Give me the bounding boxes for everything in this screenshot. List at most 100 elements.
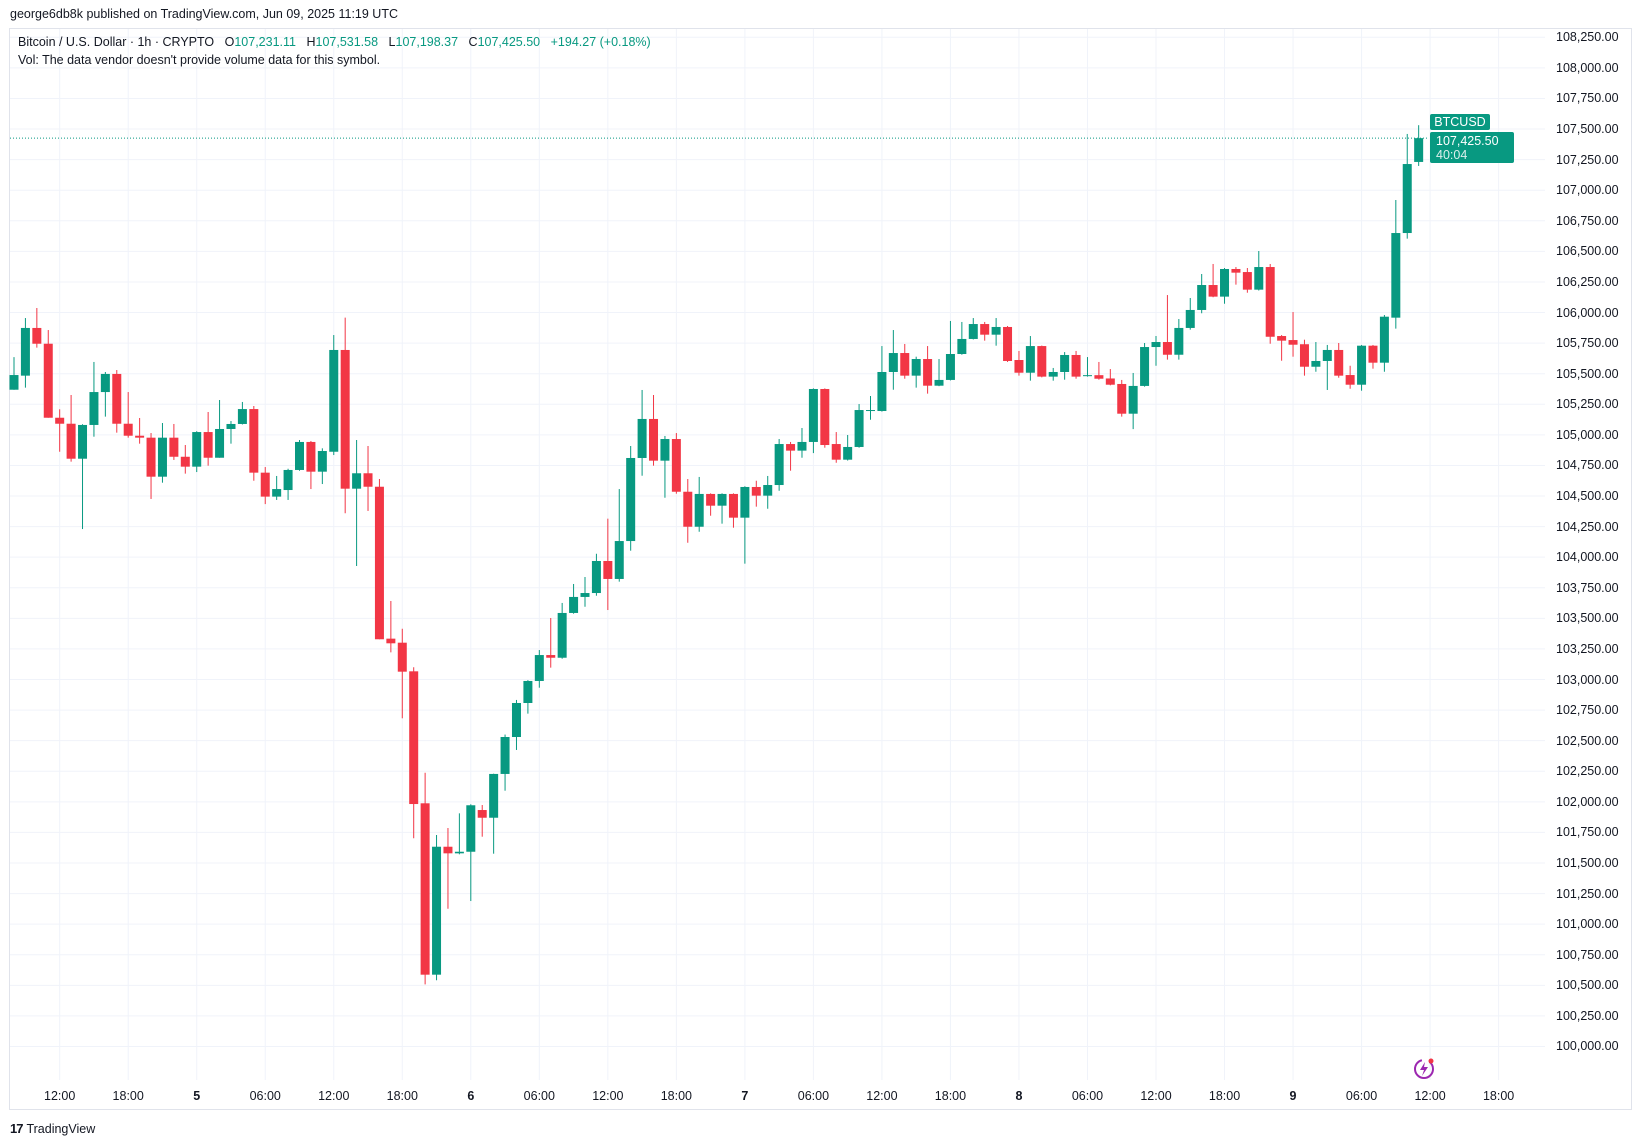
candle[interactable] — [911, 356, 921, 388]
candle[interactable] — [443, 828, 453, 909]
candle[interactable] — [192, 431, 202, 473]
candle[interactable] — [397, 628, 407, 719]
candle[interactable] — [683, 479, 693, 543]
candle[interactable] — [991, 318, 1001, 346]
symbol-title[interactable]: Bitcoin / U.S. Dollar · 1h · CRYPTO — [18, 35, 215, 49]
candle[interactable] — [1299, 339, 1309, 376]
candle[interactable] — [797, 428, 807, 458]
candle[interactable] — [386, 600, 396, 653]
candle[interactable] — [614, 489, 624, 582]
candle[interactable] — [831, 432, 841, 463]
candle[interactable] — [317, 448, 327, 485]
candle[interactable] — [78, 424, 88, 530]
candle[interactable] — [215, 400, 225, 458]
candle[interactable] — [843, 434, 853, 461]
candle[interactable] — [466, 804, 476, 902]
candle[interactable] — [569, 583, 579, 614]
candle[interactable] — [1105, 369, 1115, 386]
candle[interactable] — [272, 475, 282, 500]
candle[interactable] — [1060, 352, 1070, 380]
candle[interactable] — [1265, 263, 1275, 344]
candle[interactable] — [1208, 263, 1218, 298]
candle[interactable] — [1071, 350, 1081, 379]
candle[interactable] — [1048, 367, 1058, 381]
candle[interactable] — [1277, 335, 1287, 361]
candle[interactable] — [1037, 345, 1047, 378]
candle[interactable] — [1014, 350, 1024, 376]
candle[interactable] — [477, 805, 487, 837]
candle[interactable] — [637, 389, 647, 476]
candle[interactable] — [295, 440, 304, 471]
candle[interactable] — [340, 317, 350, 514]
candle[interactable] — [454, 813, 464, 855]
candle[interactable] — [420, 772, 430, 985]
candle[interactable] — [1254, 251, 1264, 291]
candle[interactable] — [1197, 274, 1207, 314]
candle[interactable] — [1128, 372, 1138, 430]
candle[interactable] — [706, 493, 716, 516]
candle[interactable] — [203, 411, 213, 466]
candle[interactable] — [1185, 297, 1195, 330]
candle[interactable] — [603, 518, 613, 611]
candle[interactable] — [1220, 268, 1230, 304]
candle[interactable] — [1094, 361, 1104, 380]
candle[interactable] — [511, 699, 521, 750]
candle[interactable] — [352, 440, 362, 566]
candle[interactable] — [1003, 325, 1013, 362]
candle[interactable] — [900, 343, 910, 379]
candle[interactable] — [694, 476, 704, 532]
candle[interactable] — [980, 321, 990, 341]
candle[interactable] — [786, 441, 796, 471]
candle[interactable] — [226, 421, 236, 444]
candle[interactable] — [888, 330, 898, 390]
candle[interactable] — [1082, 357, 1092, 377]
candle[interactable] — [432, 834, 442, 981]
candle[interactable] — [100, 371, 110, 417]
candle[interactable] — [283, 468, 293, 500]
candle[interactable] — [249, 405, 259, 481]
candle[interactable] — [591, 553, 601, 596]
candle[interactable] — [671, 433, 681, 494]
candle[interactable] — [945, 320, 955, 381]
replay-lightning-icon[interactable] — [1411, 1056, 1437, 1087]
candle[interactable] — [180, 445, 190, 474]
candle[interactable] — [660, 435, 670, 498]
candle[interactable] — [968, 318, 978, 340]
candle[interactable] — [957, 321, 967, 355]
candle[interactable] — [66, 394, 76, 462]
candle[interactable] — [866, 395, 875, 420]
candle[interactable] — [580, 577, 590, 607]
candle[interactable] — [89, 361, 99, 437]
candle[interactable] — [740, 486, 750, 564]
candle[interactable] — [123, 392, 133, 438]
candle[interactable] — [500, 734, 510, 791]
candle[interactable] — [854, 404, 864, 448]
candle[interactable] — [306, 440, 316, 490]
candle[interactable] — [260, 467, 270, 505]
candle[interactable] — [55, 409, 65, 452]
candle[interactable] — [934, 359, 944, 387]
candle[interactable] — [1391, 200, 1401, 329]
candle[interactable] — [1368, 344, 1378, 369]
candle[interactable] — [363, 445, 373, 511]
candle[interactable] — [1242, 268, 1252, 293]
candle[interactable] — [1311, 342, 1321, 372]
candle[interactable] — [20, 318, 30, 388]
candle[interactable] — [820, 388, 830, 448]
candle[interactable] — [146, 433, 156, 499]
candle[interactable] — [751, 480, 761, 507]
candle[interactable] — [763, 475, 773, 509]
candle[interactable] — [9, 357, 19, 390]
candle[interactable] — [774, 439, 784, 491]
candle[interactable] — [649, 394, 659, 466]
candle[interactable] — [329, 335, 339, 456]
candle[interactable] — [523, 680, 533, 714]
candle[interactable] — [135, 417, 145, 444]
candle[interactable] — [1151, 336, 1161, 366]
candle[interactable] — [1402, 133, 1412, 239]
candle[interactable] — [1288, 312, 1298, 357]
candle[interactable] — [546, 617, 556, 668]
tradingview-logo[interactable]: 17 TradingView — [10, 1121, 95, 1136]
candle[interactable] — [1174, 319, 1184, 360]
candle[interactable] — [237, 401, 247, 425]
